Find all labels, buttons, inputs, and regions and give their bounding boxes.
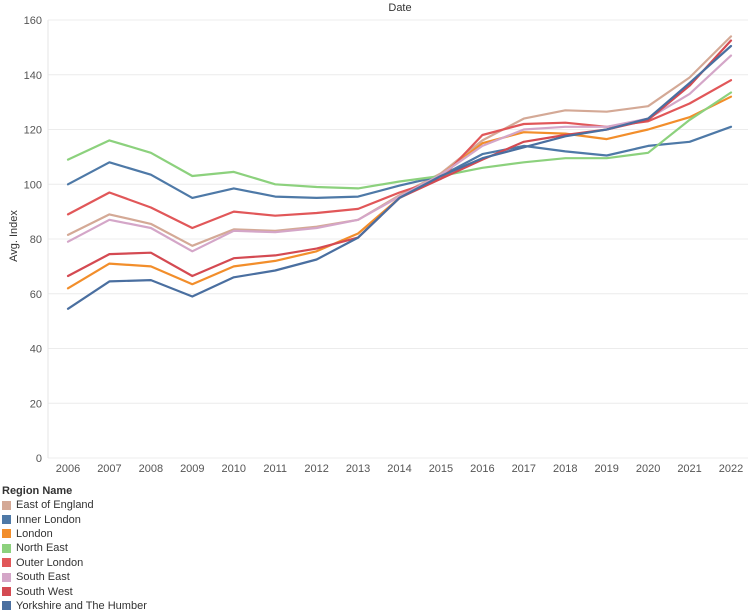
line-chart: Date Avg. Index 0 20 40 60 80 100 120 140 160 20… <box>8 2 748 475</box>
x-tick-label: 2010 <box>222 463 246 475</box>
y-tick-label: 140 <box>24 70 42 82</box>
legend-swatch <box>2 515 11 525</box>
series-line-yorkshire-and-the-humber[interactable] <box>66 44 733 310</box>
y-tick-label: 100 <box>24 179 42 191</box>
legend-item[interactable]: East of England <box>2 498 302 512</box>
legend-item[interactable]: Inner London <box>2 512 302 526</box>
legend-title: Region Name <box>2 485 73 497</box>
legend-items: East of England Inner London London North E… <box>2 498 302 613</box>
legend-swatch <box>2 572 11 582</box>
legend-swatch <box>2 558 11 568</box>
y-tick-label: 20 <box>30 398 42 410</box>
legend-item[interactable]: South West <box>2 584 302 598</box>
legend-item[interactable]: North East <box>2 541 302 555</box>
legend-swatch <box>2 529 11 539</box>
legend-label: Inner London <box>16 513 81 526</box>
x-tick-label: 2007 <box>97 463 121 475</box>
series-line-north-east[interactable] <box>66 91 733 190</box>
x-tick-label: 2022 <box>719 463 743 475</box>
x-tick-label: 2019 <box>594 463 618 475</box>
series-line-inner-london[interactable] <box>66 125 733 199</box>
series-lines <box>66 35 733 310</box>
x-tick-label: 2012 <box>304 463 328 475</box>
x-tick-label: 2016 <box>470 463 494 475</box>
legend-label: North East <box>16 542 68 555</box>
x-tick-label: 2006 <box>56 463 80 475</box>
legend-label: Yorkshire and The Humber <box>16 599 147 612</box>
legend-item[interactable]: Yorkshire and The Humber <box>2 599 302 613</box>
legend-label: London <box>16 527 53 540</box>
y-tick-label: 120 <box>24 125 42 137</box>
gridlines <box>47 19 748 459</box>
x-tick-label: 2020 <box>636 463 660 475</box>
legend-label: South East <box>16 571 70 584</box>
y-tick-label: 160 <box>24 15 42 27</box>
legend-swatch <box>2 500 11 510</box>
legend-swatch <box>2 587 11 597</box>
legend-label: South West <box>16 585 73 598</box>
legend-item[interactable]: Outer London <box>2 556 302 570</box>
x-tick-label: 2018 <box>553 463 577 475</box>
y-tick-label: 0 <box>36 453 42 465</box>
legend-label: Outer London <box>16 556 84 569</box>
x-tick-label: 2013 <box>346 463 370 475</box>
y-tick-label: 60 <box>30 289 42 301</box>
x-tick-label: 2021 <box>677 463 701 475</box>
y-axis-label: Avg. Index <box>8 210 20 262</box>
y-tick-label: 80 <box>30 234 42 246</box>
x-tick-label: 2014 <box>387 463 411 475</box>
series-line-south-east[interactable] <box>66 54 733 253</box>
x-tick-label: 2011 <box>263 463 287 475</box>
series-line-south-west[interactable] <box>66 39 733 278</box>
x-tick-label: 2015 <box>429 463 453 475</box>
y-tick-label: 40 <box>30 344 42 356</box>
legend-item[interactable]: South East <box>2 570 302 584</box>
series-line-east-of-england[interactable] <box>66 35 733 247</box>
legend-label: East of England <box>16 499 94 512</box>
chart-title: Date <box>388 2 411 14</box>
x-axis-ticks: 2006 2007 2008 2009 2010 2011 2012 2013 2014 2015… <box>56 463 743 475</box>
legend-item[interactable]: London <box>2 527 302 541</box>
legend-swatch <box>2 543 11 553</box>
legend-swatch <box>2 601 11 611</box>
x-tick-label: 2008 <box>139 463 163 475</box>
x-tick-label: 2009 <box>180 463 204 475</box>
x-tick-label: 2017 <box>512 463 536 475</box>
y-axis-ticks: 0 20 40 60 80 100 120 140 160 <box>24 15 42 465</box>
legend: Region Name East of England Inner London L… <box>2 484 302 613</box>
